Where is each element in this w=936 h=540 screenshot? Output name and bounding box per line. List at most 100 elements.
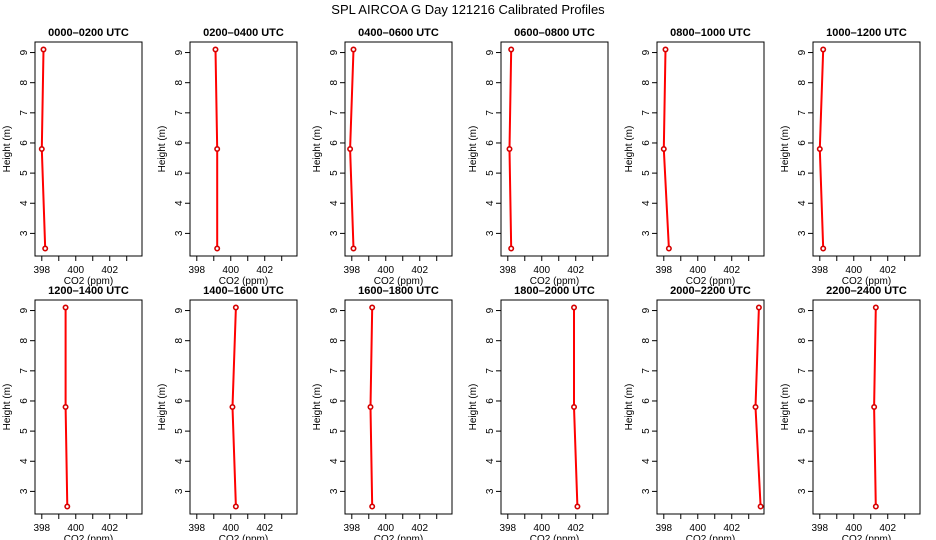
x-tick-label: 402 [411, 265, 428, 276]
y-tick-label: 4 [641, 200, 652, 206]
x-axis-label: CO2 (ppm) [530, 534, 579, 540]
y-tick-label: 4 [19, 458, 30, 464]
profile-point [872, 503, 879, 510]
profile-point [757, 503, 764, 510]
x-axis-label: CO2 (ppm) [686, 276, 735, 287]
y-tick-label: 9 [174, 307, 185, 313]
x-tick-label: 400 [689, 523, 706, 534]
x-tick-label: 402 [567, 265, 584, 276]
y-tick-label: 6 [797, 398, 808, 404]
plot-frame [500, 41, 609, 257]
profile-panel: 0400–0600 UTC 398 400 402 3 4 5 6 7 8 9 CO2 (ppm) He… [312, 27, 453, 287]
x-tick-label: 398 [811, 523, 828, 534]
profile-panel: 1200–1400 UTC 398 400 402 3 4 5 6 7 8 9 CO2 (ppm) He… [2, 285, 143, 540]
y-tick-label: 3 [641, 488, 652, 494]
x-tick-label: 400 [689, 265, 706, 276]
y-tick-label: 4 [19, 200, 30, 206]
x-axis-label: CO2 (ppm) [842, 276, 891, 287]
y-tick-label: 7 [485, 110, 496, 116]
y-tick-label: 4 [641, 458, 652, 464]
y-tick-label: 5 [797, 170, 808, 176]
profile-point [40, 46, 47, 53]
y-tick-label: 8 [485, 79, 496, 85]
y-tick-label: 8 [19, 79, 30, 85]
panel-title: 0800–1000 UTC [670, 27, 751, 39]
profile-point [571, 403, 578, 410]
y-axis-label: Height (m) [624, 384, 635, 431]
profile-panel: 1600–1800 UTC 398 400 402 3 4 5 6 7 8 9 CO2 (ppm) He… [312, 285, 453, 540]
profile-point [214, 146, 221, 153]
y-tick-label: 7 [797, 110, 808, 116]
panel-title: 0000–0200 UTC [48, 27, 129, 39]
y-tick-label: 7 [641, 368, 652, 374]
y-tick-label: 5 [329, 170, 340, 176]
x-tick-label: 398 [655, 265, 672, 276]
profile-panel: 1800–2000 UTC 398 400 402 3 4 5 6 7 8 9 CO2 (ppm) He… [468, 285, 609, 540]
x-tick-label: 398 [811, 265, 828, 276]
profile-panel: 2000–2200 UTC 398 400 402 3 4 5 6 7 8 9 CO2 (ppm) He… [624, 285, 765, 540]
y-axis-label: Height (m) [2, 384, 13, 431]
y-tick-label: 5 [641, 428, 652, 434]
panel-title: 0400–0600 UTC [358, 27, 439, 39]
profile-point [506, 146, 513, 153]
y-tick-label: 6 [485, 398, 496, 404]
y-tick-label: 7 [329, 110, 340, 116]
x-axis-label: CO2 (ppm) [374, 534, 423, 540]
y-tick-label: 5 [174, 170, 185, 176]
y-tick-label: 5 [641, 170, 652, 176]
x-tick-label: 400 [377, 265, 394, 276]
y-tick-label: 3 [19, 488, 30, 494]
y-axis-label: Height (m) [2, 126, 13, 173]
y-axis-label: Height (m) [157, 126, 168, 173]
x-tick-label: 400 [845, 523, 862, 534]
y-tick-label: 8 [485, 337, 496, 343]
plot-frame [344, 41, 453, 257]
profile-panel: 0600–0800 UTC 398 400 402 3 4 5 6 7 8 9 CO2 (ppm) He… [468, 27, 609, 287]
plot-frame [34, 299, 143, 515]
y-tick-label: 3 [485, 488, 496, 494]
y-tick-label: 7 [174, 368, 185, 374]
y-axis-label: Height (m) [780, 384, 791, 431]
y-axis-label: Height (m) [468, 126, 479, 173]
y-axis-label: Height (m) [468, 384, 479, 431]
profile-point [816, 146, 823, 153]
profile-point [755, 304, 762, 311]
profile-point [574, 503, 581, 510]
profile-point [232, 304, 239, 311]
x-tick-label: 400 [845, 265, 862, 276]
profile-point [752, 403, 759, 410]
y-tick-label: 3 [329, 488, 340, 494]
x-tick-label: 402 [567, 523, 584, 534]
y-tick-label: 9 [641, 307, 652, 313]
plot-frame [812, 41, 921, 257]
x-tick-label: 400 [222, 523, 239, 534]
panel-title: 2200–2400 UTC [826, 285, 907, 297]
y-tick-label: 8 [797, 79, 808, 85]
y-tick-label: 9 [19, 49, 30, 55]
y-tick-label: 6 [329, 140, 340, 146]
plot-frame [34, 41, 143, 257]
y-tick-label: 3 [329, 230, 340, 236]
profile-point [214, 245, 221, 252]
x-tick-label: 402 [256, 523, 273, 534]
x-tick-label: 402 [256, 265, 273, 276]
profile-point [820, 245, 827, 252]
x-tick-label: 402 [723, 523, 740, 534]
x-axis-label: CO2 (ppm) [374, 276, 423, 287]
profile-point [229, 403, 236, 410]
plot-frame [344, 299, 453, 515]
profile-point [42, 245, 49, 252]
y-tick-label: 7 [797, 368, 808, 374]
y-tick-label: 5 [329, 428, 340, 434]
y-tick-label: 8 [19, 337, 30, 343]
y-tick-label: 9 [797, 49, 808, 55]
profile-panel: 0000–0200 UTC 398 400 402 3 4 5 6 7 8 9 CO2 (ppm) He… [2, 27, 143, 287]
y-tick-label: 7 [174, 110, 185, 116]
y-tick-label: 8 [641, 79, 652, 85]
y-tick-label: 7 [641, 110, 652, 116]
x-tick-label: 402 [879, 523, 896, 534]
profile-panel: 2200–2400 UTC 398 400 402 3 4 5 6 7 8 9 CO2 (ppm) He… [780, 285, 921, 540]
x-tick-label: 398 [499, 265, 516, 276]
profile-panel: 1000–1200 UTC 398 400 402 3 4 5 6 7 8 9 CO2 (ppm) He… [780, 27, 921, 287]
x-axis-label: CO2 (ppm) [530, 276, 579, 287]
